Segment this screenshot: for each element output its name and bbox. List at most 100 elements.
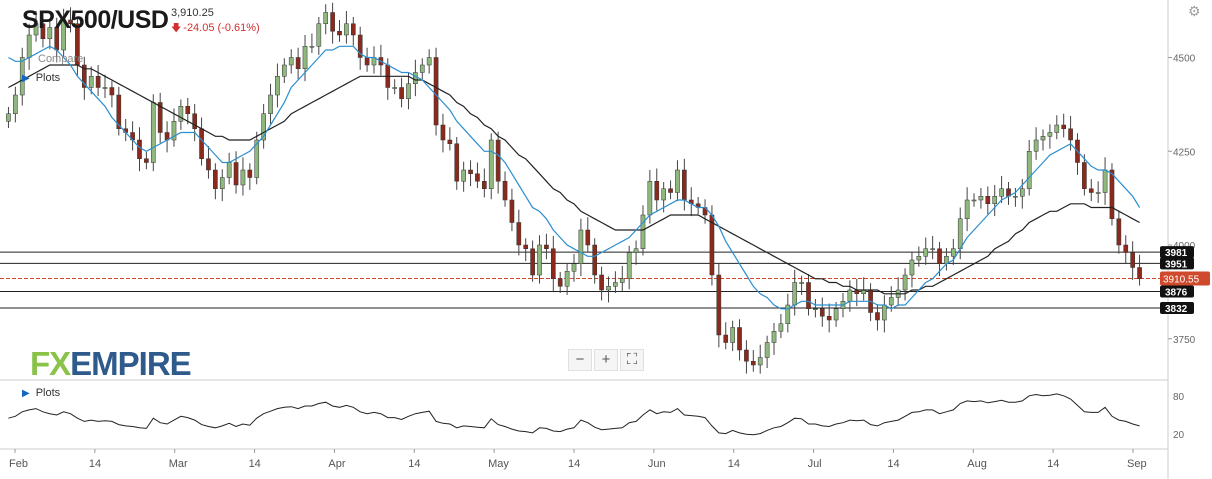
candle-down — [516, 222, 522, 246]
candle-down — [40, 23, 46, 39]
candle-up — [792, 282, 798, 306]
x-tick-label: Jul — [808, 458, 822, 470]
candle-up — [916, 256, 922, 261]
candle-down — [144, 158, 149, 163]
candle-up — [1040, 136, 1046, 141]
candle-down — [433, 57, 439, 126]
candle-up — [426, 57, 432, 66]
candle-up — [461, 169, 466, 182]
candle-up — [606, 286, 611, 291]
candle-down — [523, 244, 529, 249]
candle-down — [509, 199, 515, 223]
candle-up — [47, 27, 53, 39]
candle-up — [764, 342, 770, 358]
candle-down — [530, 248, 535, 276]
logo-empire: EMPIRE — [70, 345, 192, 382]
candle-up — [254, 139, 260, 178]
candle-up — [19, 57, 25, 96]
candle-up — [1095, 192, 1101, 194]
candle-up — [923, 248, 929, 257]
candle-down — [585, 229, 591, 246]
candle-down — [1123, 244, 1129, 253]
candle-down — [502, 181, 508, 201]
candle-up — [578, 229, 584, 264]
candle-up — [1026, 151, 1032, 189]
candle-up — [888, 297, 894, 306]
candle-down — [399, 87, 404, 99]
play-icon: ▶ — [22, 73, 30, 84]
candle-down — [1088, 188, 1094, 193]
indicator-plots-label: Plots — [35, 387, 61, 399]
candle-up — [150, 102, 156, 163]
x-tick-label: Jun — [648, 458, 666, 470]
x-tick-label: 14 — [568, 458, 580, 470]
candle-down — [95, 76, 101, 88]
candle-up — [785, 304, 791, 324]
candle-down — [495, 139, 501, 182]
candle-up — [992, 196, 998, 204]
candle-down — [337, 31, 342, 36]
candle-down — [357, 34, 363, 58]
candle-up — [1047, 132, 1053, 137]
candle-down — [1116, 218, 1122, 246]
candle-up — [344, 23, 349, 36]
level-tag — [1160, 257, 1194, 270]
candle-up — [771, 331, 777, 343]
candle-down — [81, 64, 87, 88]
indicator-tick-label: 80 — [1173, 392, 1185, 403]
candle-down — [1082, 162, 1087, 189]
candle-up — [833, 308, 839, 321]
candle-down — [330, 12, 335, 32]
candle-up — [757, 357, 763, 366]
x-tick-label: Feb — [9, 458, 28, 470]
candle-down — [206, 158, 211, 171]
candle-down — [544, 244, 549, 249]
candle-up — [392, 87, 397, 89]
candle-down — [826, 316, 832, 321]
candle-up — [413, 72, 418, 84]
plots-toggle[interactable]: ▶ Plots — [22, 72, 60, 84]
candle-up — [930, 248, 935, 250]
x-tick-label: 14 — [728, 458, 740, 470]
candle-down — [819, 308, 825, 317]
candle-up — [13, 94, 18, 114]
indicator-plots-toggle[interactable]: ▶ Plots — [22, 387, 60, 399]
candle-down — [295, 57, 301, 69]
fit-screen-button[interactable]: ⛶ — [620, 349, 644, 371]
candle-up — [1054, 124, 1060, 133]
zoom-in-button[interactable]: + — [594, 349, 618, 371]
candle-down — [737, 327, 742, 351]
candle-up — [309, 46, 315, 48]
candle-up — [999, 188, 1004, 197]
candle-down — [985, 196, 991, 204]
x-tick-label: Mar — [169, 458, 188, 470]
current-price-label: 3910.55 — [1163, 275, 1200, 286]
candle-up — [282, 64, 287, 77]
candle-down — [157, 102, 163, 133]
candle-up — [288, 57, 294, 66]
candle-up — [978, 196, 984, 201]
candle-up — [1019, 188, 1025, 197]
candle-up — [406, 83, 411, 99]
candle-up — [778, 323, 784, 332]
arrow-down-icon: 🡇 — [171, 23, 182, 34]
candle-up — [1013, 196, 1018, 198]
level-tag-label: 3951 — [1165, 259, 1188, 270]
logo-fx: FX — [30, 345, 71, 382]
candle-down — [185, 106, 191, 114]
candle-up — [847, 289, 853, 302]
zoom-out-button[interactable]: − — [568, 349, 592, 371]
candle-down — [68, 19, 73, 24]
candle-up — [1033, 139, 1039, 152]
level-tag-label: 3832 — [1165, 304, 1188, 315]
candle-up — [730, 327, 735, 343]
compare-legend[interactable]: Compare — [38, 53, 84, 65]
candle-down — [440, 124, 446, 141]
candle-down — [475, 173, 480, 182]
candle-up — [240, 169, 246, 186]
gear-icon[interactable]: ⚙ — [1188, 3, 1201, 19]
candle-up — [323, 12, 329, 24]
x-tick-label: Sep — [1127, 458, 1147, 470]
level-tag — [1160, 246, 1194, 259]
